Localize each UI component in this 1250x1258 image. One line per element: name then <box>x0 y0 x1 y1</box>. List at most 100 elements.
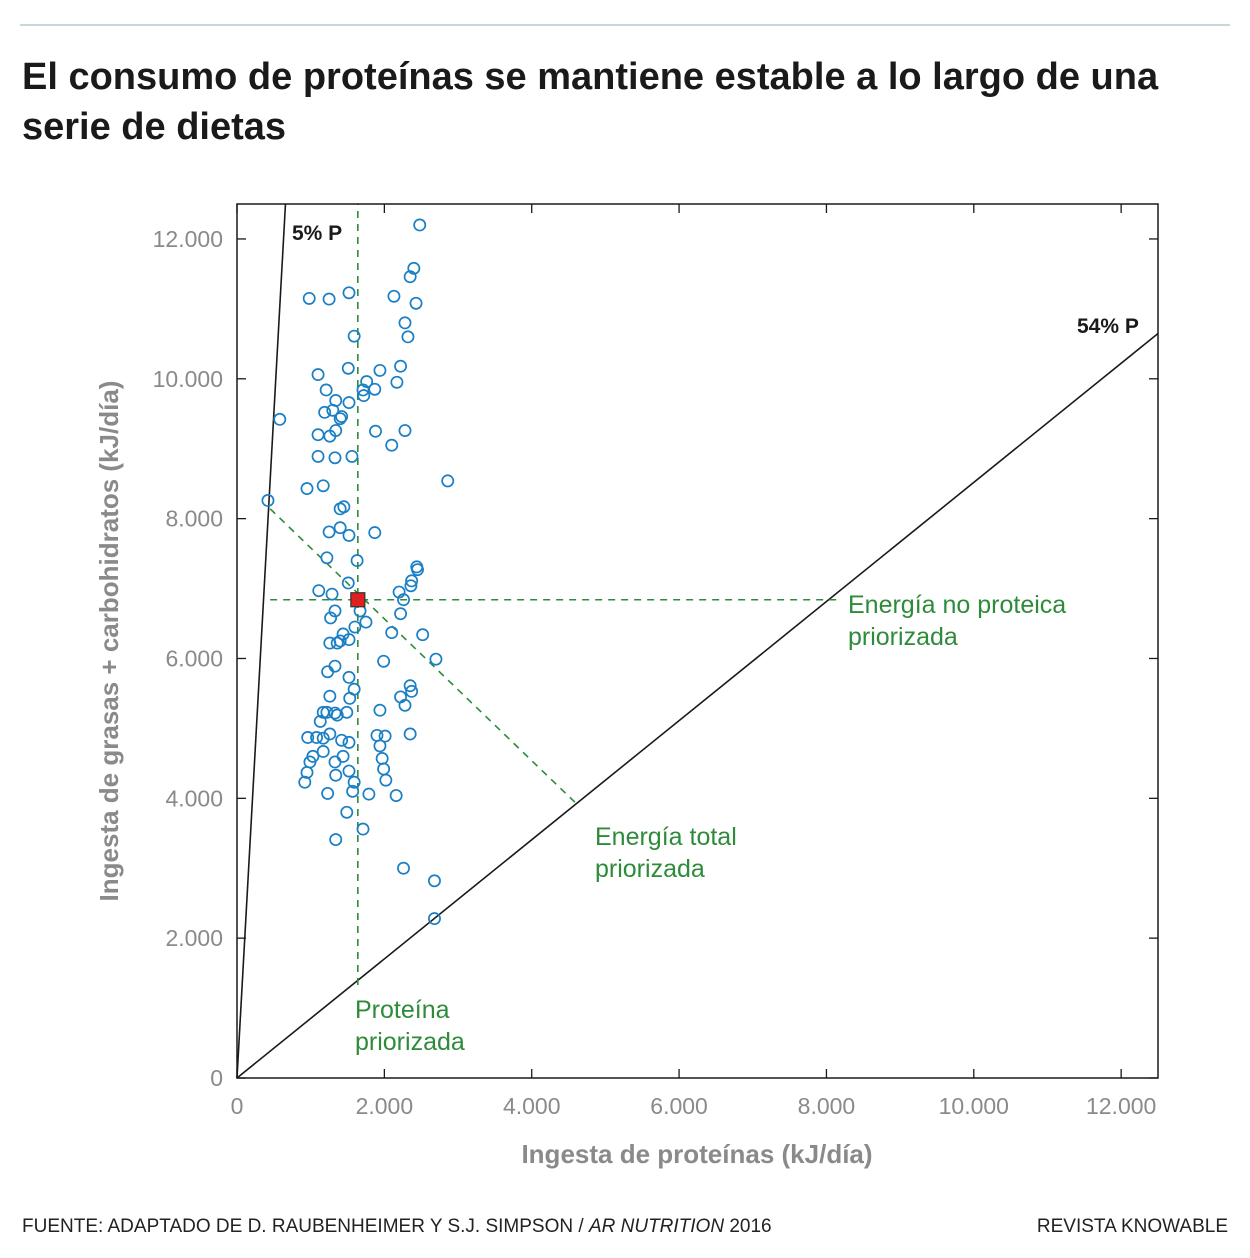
data-point <box>441 474 455 488</box>
data-point <box>368 382 382 396</box>
data-point <box>346 784 360 798</box>
data-point <box>343 691 357 705</box>
y-tick-label: 10.000 <box>153 366 223 392</box>
x-tick-label: 8.000 <box>798 1093 856 1119</box>
data-point <box>333 521 347 535</box>
data-point <box>318 405 332 419</box>
reference-line-1 <box>236 332 1159 1079</box>
data-point <box>342 670 356 684</box>
data-point <box>398 424 412 437</box>
data-point <box>300 765 314 779</box>
data-point <box>407 261 421 275</box>
data-point <box>405 574 419 588</box>
data-point <box>311 428 325 442</box>
source-journal: AR NUTRITION <box>588 1216 725 1237</box>
data-point <box>429 652 443 666</box>
annotation-total-2: priorizada <box>595 855 705 883</box>
y-tick-label: 4.000 <box>165 785 223 811</box>
y-axis-title: Ingesta de grasas + carbohidratos (kJ/dí… <box>94 381 124 902</box>
annotation-protein-1: Proteína <box>355 996 450 1024</box>
data-point <box>300 482 314 496</box>
data-point <box>401 330 415 344</box>
data-point <box>385 626 399 640</box>
data-point <box>411 563 424 577</box>
data-point <box>404 579 418 593</box>
data-point <box>403 270 417 284</box>
data-point <box>398 316 412 330</box>
top-rule <box>20 24 1230 26</box>
data-point <box>316 731 330 745</box>
data-point <box>328 659 342 673</box>
data-point <box>301 731 315 744</box>
data-point <box>341 361 355 375</box>
y-tick-label: 8.000 <box>165 506 223 532</box>
data-point <box>328 755 342 769</box>
data-point <box>320 551 334 565</box>
data-point <box>321 786 335 800</box>
data-point <box>313 714 327 728</box>
data-point <box>387 289 401 303</box>
chart-title: El consumo de proteínas se mantiene esta… <box>22 56 1159 148</box>
y-tick-label: 12.000 <box>153 226 223 252</box>
source-credit: FUENTE: ADAPTADO DE D. RAUBENHEIMER Y S.… <box>22 1216 772 1238</box>
y-tick-label: 2.000 <box>165 925 223 951</box>
annotation-nonprotein-1: Energía no proteica <box>848 591 1066 619</box>
data-point <box>323 689 337 703</box>
data-point <box>397 861 410 875</box>
data-point <box>403 727 417 741</box>
data-point <box>323 727 337 741</box>
data-point <box>261 494 275 507</box>
data-point <box>325 587 339 601</box>
data-point <box>330 708 344 722</box>
data-point <box>403 679 417 693</box>
data-point <box>373 363 387 377</box>
data-point <box>316 745 330 758</box>
data-point <box>368 526 382 540</box>
data-point <box>302 291 316 305</box>
data-point <box>329 768 343 782</box>
data-point <box>359 615 373 629</box>
data-point <box>330 636 344 650</box>
data-point <box>428 912 441 926</box>
data-point <box>333 634 347 648</box>
data-point <box>311 368 325 382</box>
data-point <box>329 833 343 847</box>
x-tick-label: 6.000 <box>650 1093 708 1119</box>
reference-line-0 <box>236 203 287 1079</box>
data-point <box>375 752 389 765</box>
data-point <box>413 218 427 232</box>
data-point <box>333 412 347 426</box>
data-point <box>321 665 335 679</box>
x-axis-title: Ingesta de proteínas (kJ/día) <box>521 1139 872 1169</box>
data-point <box>342 633 356 647</box>
data-point <box>310 731 324 744</box>
data-point <box>337 500 351 514</box>
data-point <box>342 528 356 542</box>
data-point <box>335 733 349 747</box>
data-point <box>389 789 403 802</box>
data-point <box>312 584 326 598</box>
data-point <box>347 329 361 343</box>
annotation-total-1: Energía total <box>595 823 737 851</box>
source-year: 2016 <box>724 1216 772 1237</box>
data-point <box>373 739 387 753</box>
x-tick-label: 0 <box>231 1093 244 1119</box>
annotation-nonprotein-2: priorizada <box>848 623 958 651</box>
data-point <box>319 383 333 397</box>
data-point <box>397 593 410 607</box>
data-point <box>398 698 412 712</box>
data-point <box>377 654 391 668</box>
data-point <box>322 292 336 306</box>
data-point <box>342 764 356 778</box>
data-point <box>405 684 419 698</box>
data-point <box>340 805 354 819</box>
source-prefix: FUENTE: ADAPTADO DE D. RAUBENHEIMER Y S.… <box>22 1216 589 1237</box>
x-tick-label: 4.000 <box>503 1093 561 1119</box>
data-point <box>328 604 342 618</box>
data-point <box>347 775 361 789</box>
ref-label-54pct: 54% P <box>1077 315 1139 338</box>
x-tick-label: 10.000 <box>939 1093 1009 1119</box>
data-point <box>428 874 441 888</box>
data-point <box>335 410 349 424</box>
